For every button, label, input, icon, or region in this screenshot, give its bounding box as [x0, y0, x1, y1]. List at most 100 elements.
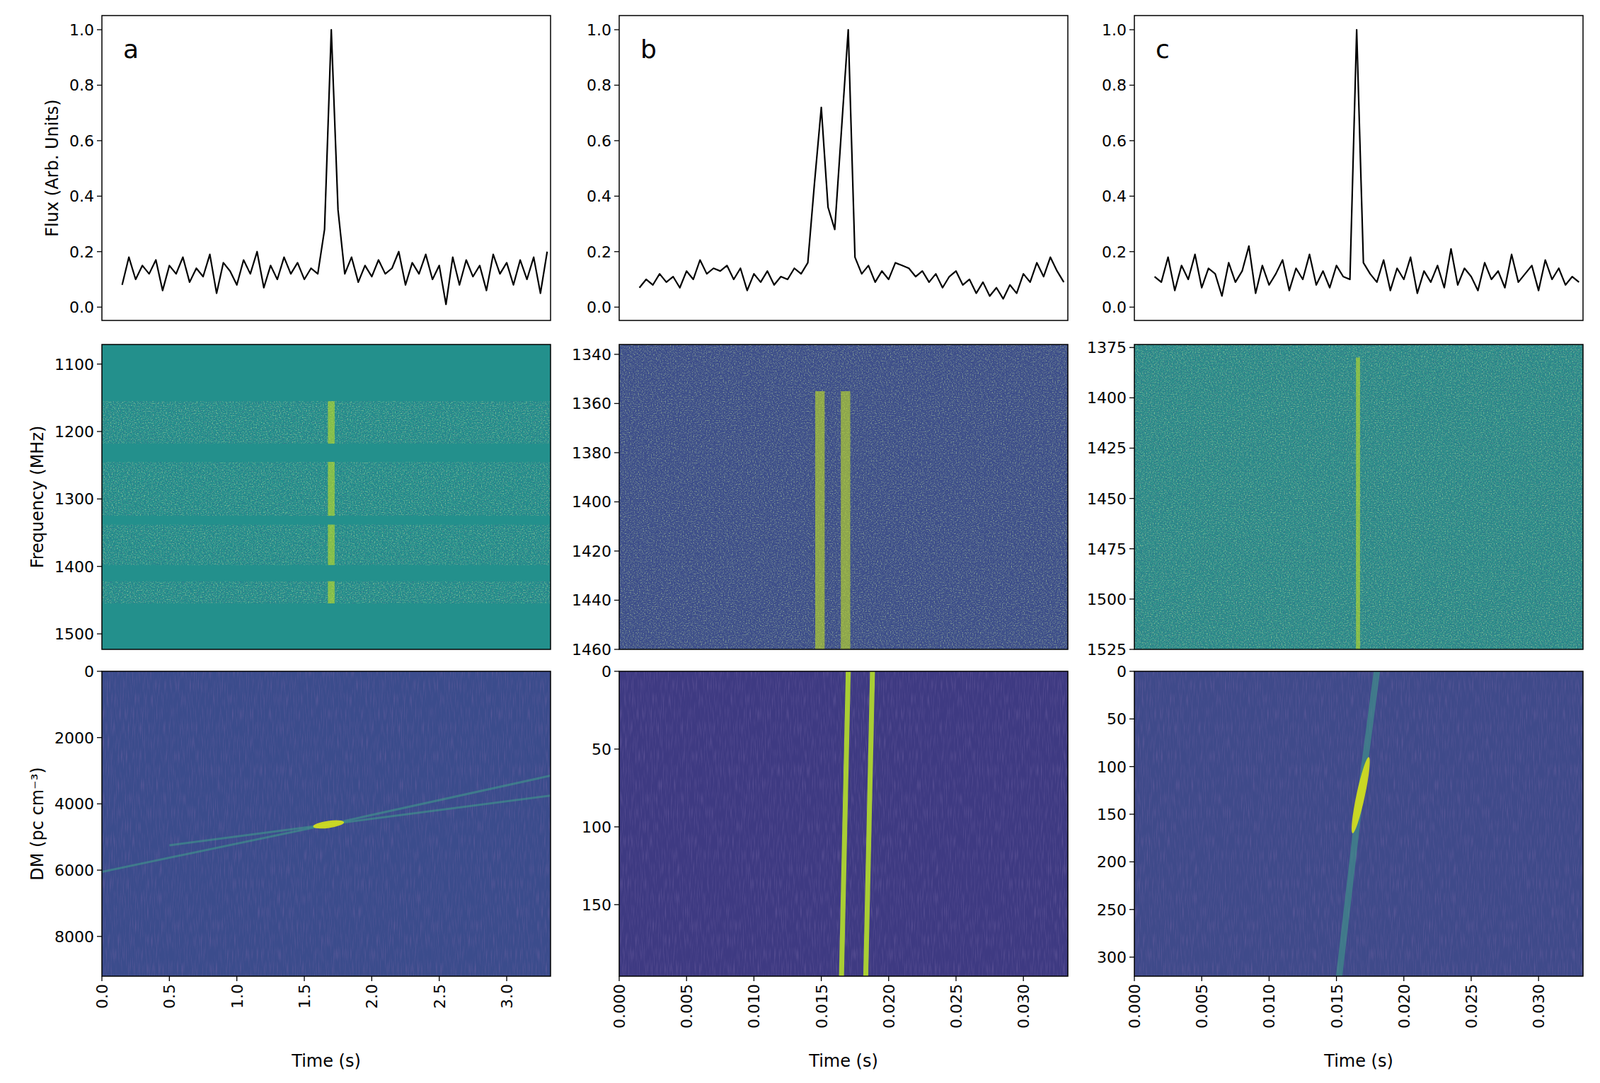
x-tick [1133, 976, 1135, 982]
y-tick [1129, 956, 1135, 958]
y-tick [96, 251, 102, 252]
x-tick-label: 0.5 [160, 984, 179, 1010]
y-tick-label: 1420 [571, 542, 612, 561]
x-tick [1268, 976, 1270, 982]
noise-texture [619, 344, 1068, 650]
masked-band [101, 603, 551, 650]
y-tick [614, 904, 620, 906]
y-tick-label: 1525 [1086, 641, 1127, 659]
y-tick [1129, 29, 1135, 30]
x-tick [1403, 976, 1404, 982]
y-tick [96, 29, 102, 30]
y-tick-label: 0.0 [1101, 298, 1127, 317]
y-tick [614, 84, 620, 86]
y-tick [96, 84, 102, 86]
spectrum-background [1134, 344, 1584, 650]
y-tick-label: 1475 [1086, 540, 1127, 559]
y-tick-label: 0.0 [69, 298, 95, 317]
panel-letter: b [640, 34, 657, 64]
x-tick-label: 2.5 [430, 984, 449, 1010]
noise-texture [101, 344, 551, 650]
x-tick-label: 0.030 [1529, 984, 1548, 1029]
y-tick-label: 0.8 [1101, 76, 1127, 95]
x-tick [169, 976, 170, 982]
flux-line [639, 29, 1065, 299]
y-tick-label: 0.8 [69, 76, 95, 95]
y-axis-title: Flux (Arb. Units) [42, 99, 63, 237]
y-tick-label: 0.2 [1101, 243, 1127, 262]
dm-peak [1348, 756, 1374, 835]
y-tick [96, 140, 102, 141]
y-tick-label: 0.2 [69, 243, 95, 262]
x-tick [1538, 976, 1540, 982]
figure: 0.00.20.40.60.81.0Flux (Arb. Units)a0.00… [0, 0, 1600, 1083]
dm-track [169, 796, 551, 846]
y-tick-label: 1500 [1086, 590, 1127, 609]
plot-area [1134, 671, 1584, 977]
y-tick-label: 1.0 [69, 21, 95, 39]
y-tick [614, 251, 620, 252]
y-tick-label: 0.6 [69, 132, 95, 151]
x-tick [371, 976, 373, 982]
y-tick [1129, 196, 1135, 197]
masked-band [101, 443, 551, 463]
y-tick [1129, 648, 1135, 650]
y-tick-label: 0.6 [586, 132, 612, 151]
y-tick [1129, 548, 1135, 550]
burst [840, 391, 850, 650]
y-tick [96, 498, 102, 500]
y-tick [1129, 307, 1135, 308]
panel-letter: a [123, 34, 139, 64]
y-tick-label: 1450 [1086, 490, 1127, 509]
spectrum-background [619, 344, 1068, 650]
y-tick-label: 1400 [1086, 389, 1127, 407]
x-tick [1023, 976, 1024, 982]
y-tick [1129, 498, 1135, 499]
dm-background [619, 671, 1068, 977]
x-tick [820, 976, 822, 982]
plot-area [1134, 344, 1584, 650]
frame [619, 15, 1068, 321]
y-tick [614, 600, 620, 601]
y-tick-label: 0.8 [586, 76, 612, 95]
y-tick-label: 8000 [54, 928, 95, 947]
flux-line [122, 29, 548, 305]
y-tick-label: 0 [1116, 663, 1127, 681]
x-tick [686, 976, 688, 982]
y-tick-label: 150 [1096, 806, 1127, 824]
y-tick [1129, 909, 1135, 911]
y-tick-label: 1425 [1086, 439, 1127, 458]
y-tick [614, 353, 620, 355]
x-axis-title: Time (s) [1323, 1051, 1394, 1072]
y-tick-label: 1.0 [1101, 21, 1127, 39]
dm-track [841, 671, 849, 977]
y-tick [96, 430, 102, 432]
y-tick [1129, 84, 1135, 86]
dm-track [1338, 671, 1377, 977]
y-tick [96, 936, 102, 937]
x-tick [438, 976, 440, 982]
plot-background [101, 15, 551, 321]
x-tick-label: 1.5 [295, 984, 314, 1010]
x-tick-label: 0.000 [1125, 984, 1144, 1029]
y-tick [614, 501, 620, 503]
x-tick [1470, 976, 1472, 982]
y-tick-label: 1340 [571, 346, 612, 364]
noise-texture [619, 344, 1068, 650]
y-tick [1129, 598, 1135, 600]
x-tick-label: 0.010 [1260, 984, 1279, 1029]
noise-texture [619, 671, 1068, 977]
y-tick [614, 748, 620, 750]
y-tick [96, 803, 102, 805]
y-tick [614, 670, 620, 672]
masked-band [101, 344, 551, 402]
plot-area [619, 671, 1068, 977]
plot-background [619, 15, 1068, 321]
y-tick [614, 196, 620, 197]
x-tick-label: 2.0 [363, 984, 381, 1010]
y-tick [96, 633, 102, 635]
noise-texture [1134, 344, 1584, 650]
y-tick-label: 1100 [54, 355, 95, 374]
x-tick [236, 976, 238, 982]
x-tick [303, 976, 305, 982]
